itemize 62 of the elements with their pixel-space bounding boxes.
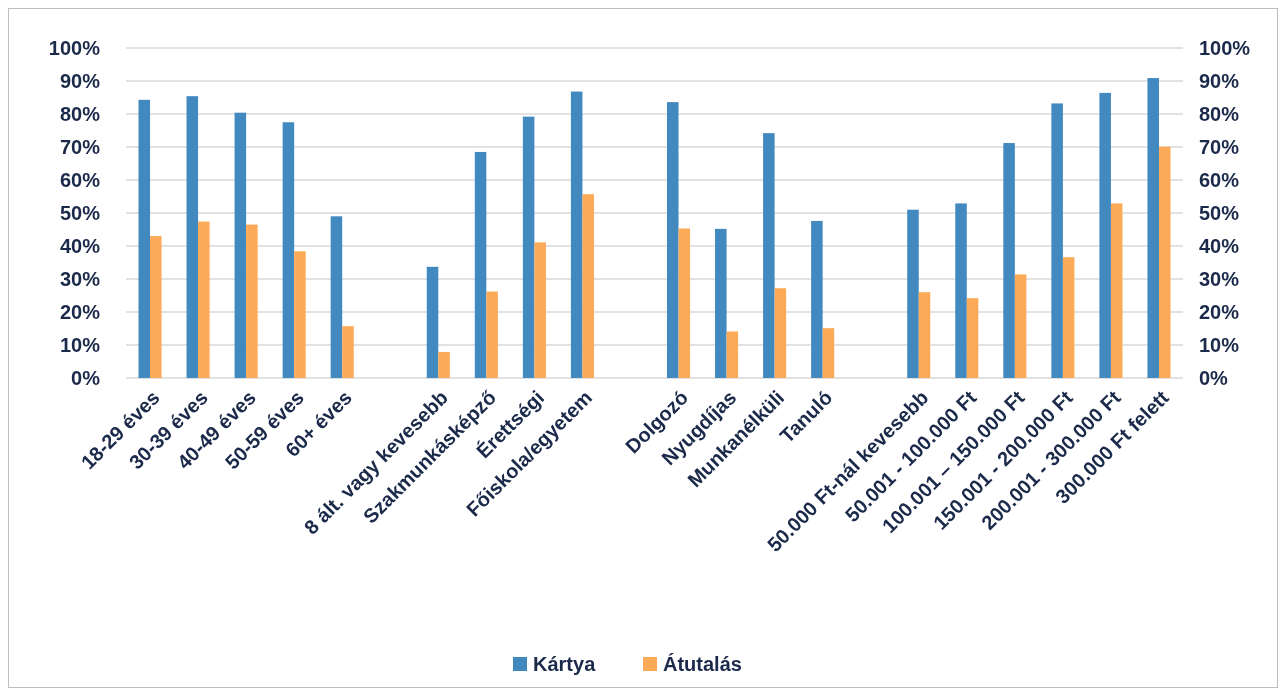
bar xyxy=(811,220,823,378)
bar xyxy=(1062,257,1075,378)
y-tick-label: 100% xyxy=(48,37,101,59)
bar xyxy=(726,331,739,378)
bar xyxy=(666,102,679,378)
y-tick-label: 80% xyxy=(59,103,101,125)
bar xyxy=(294,251,306,378)
y-tick-label: 10% xyxy=(59,334,101,356)
y2-tick-label: 100% xyxy=(1199,37,1251,59)
bar xyxy=(474,151,487,378)
y-tick-label: 30% xyxy=(59,268,101,290)
y-tick-label: 50% xyxy=(59,202,101,224)
bar xyxy=(1099,92,1111,378)
y-tick-label: 60% xyxy=(59,169,101,191)
bar xyxy=(763,133,775,378)
bar xyxy=(966,298,979,378)
bar xyxy=(582,194,594,378)
bar xyxy=(1051,103,1063,378)
bar xyxy=(1014,274,1027,378)
bar xyxy=(678,228,691,378)
y2-tick-label: 40% xyxy=(1199,235,1240,257)
bar xyxy=(342,326,354,378)
y-tick-label: 90% xyxy=(59,70,101,92)
bar xyxy=(918,292,931,378)
bar xyxy=(486,291,498,378)
y2-tick-label: 30% xyxy=(1199,268,1240,290)
y-tick-label: 20% xyxy=(59,301,101,323)
bar xyxy=(234,112,247,378)
bar xyxy=(907,209,919,378)
bar xyxy=(715,228,727,378)
bar xyxy=(822,328,835,378)
y2-tick-label: 60% xyxy=(1199,169,1240,191)
bar xyxy=(426,266,439,378)
bar xyxy=(570,91,583,378)
bar xyxy=(1147,78,1159,378)
y2-tick-label: 10% xyxy=(1199,334,1240,356)
y2-tick-label: 20% xyxy=(1199,301,1240,323)
bar xyxy=(1003,143,1015,378)
bar xyxy=(198,221,210,378)
y2-tick-label: 80% xyxy=(1199,103,1240,125)
bar xyxy=(438,351,450,378)
y-tick-label: 0% xyxy=(71,367,101,389)
bar xyxy=(774,288,787,378)
bar xyxy=(1158,146,1171,378)
legend-label: Átutalás xyxy=(663,653,742,675)
bar xyxy=(955,203,967,378)
bar xyxy=(150,236,162,378)
y2-tick-label: 0% xyxy=(1199,367,1229,389)
y2-tick-label: 90% xyxy=(1199,70,1240,92)
y-tick-label: 70% xyxy=(59,136,101,158)
y2-tick-label: 50% xyxy=(1199,202,1240,224)
bar xyxy=(246,224,258,378)
bar xyxy=(186,96,199,378)
bar xyxy=(534,242,546,378)
y-tick-label: 40% xyxy=(59,235,101,257)
bar xyxy=(138,99,151,378)
legend-label: Kártya xyxy=(533,653,597,675)
bar xyxy=(522,116,535,378)
bar xyxy=(1110,203,1123,378)
bar xyxy=(282,122,295,378)
bar xyxy=(330,216,343,378)
y2-tick-label: 70% xyxy=(1199,136,1240,158)
